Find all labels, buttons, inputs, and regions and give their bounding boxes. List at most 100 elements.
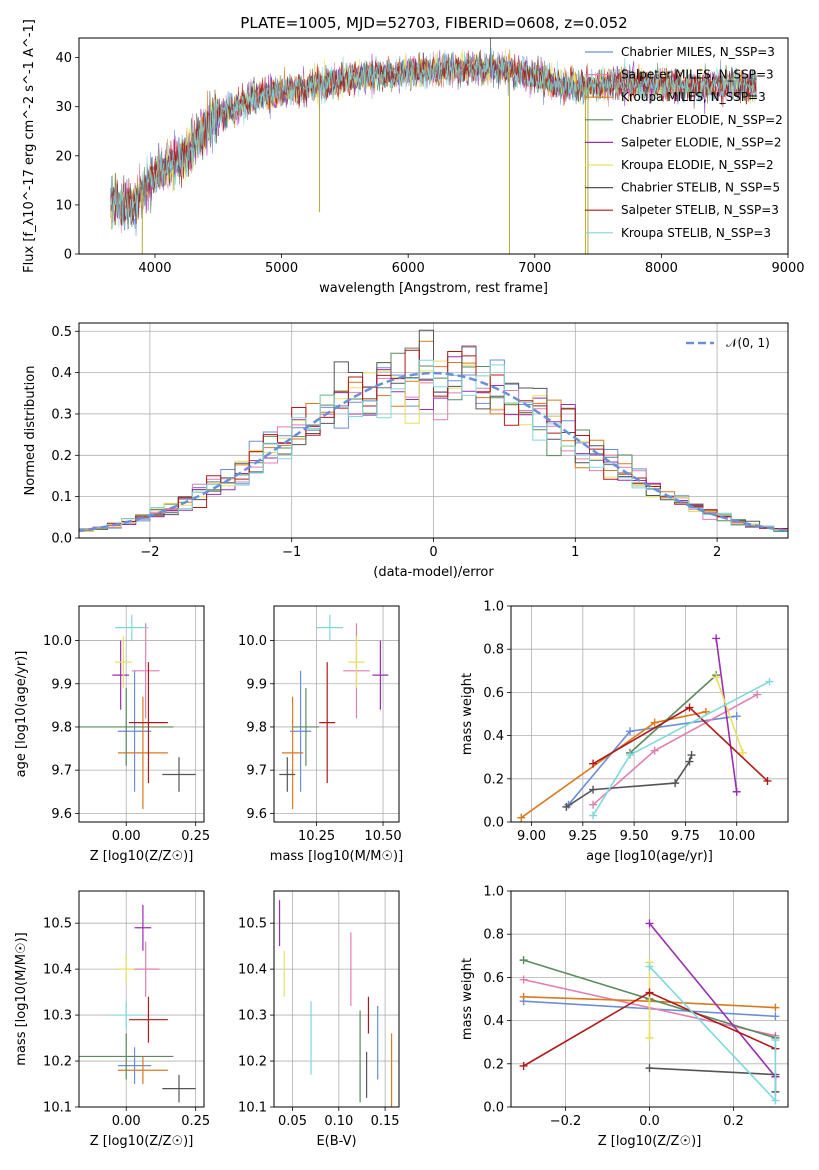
x-axis-label: Z [log10(Z/Z☉)] [598, 1134, 702, 1149]
point-marker-salpeter_elodie [645, 919, 654, 928]
tick-label-x: 1 [571, 545, 579, 560]
legend-label: Salpeter MILES, N_SSP=3 [621, 68, 774, 82]
tick-label-x: 0.15 [371, 1114, 400, 1129]
tick-label-y: 10.3 [238, 1009, 267, 1024]
tick-label-y: 9.9 [246, 677, 267, 692]
tick-label-y: 9.9 [51, 677, 72, 692]
series-line-salpeter_elodie [648, 922, 777, 1078]
tick-label-y: 10.2 [238, 1055, 267, 1070]
point-marker-kroupa_stelib [771, 1036, 780, 1045]
y-axis-label: age [log10(age/yr)] [14, 651, 29, 778]
legend-label: Salpeter STELIB, N_SSP=3 [621, 203, 779, 217]
tick-label-y: 10.0 [43, 634, 72, 649]
point-marker-salpeter_stelib [645, 988, 654, 997]
x-axis-label: Z [log10(Z/Z☉)] [90, 1134, 194, 1149]
point-marker-kroupa_elodie [738, 748, 747, 757]
normal-curve [79, 371, 788, 533]
tick-label-x: 2 [713, 545, 721, 560]
spectrum-line-kroupa_stelib [110, 48, 757, 230]
tick-label-x: 0.00 [112, 829, 141, 844]
tick-label-x: 6000 [392, 261, 425, 276]
tick-label-x: −1 [282, 545, 301, 560]
plot-area [79, 891, 204, 1107]
series-line-kroupa_stelib [648, 966, 777, 1103]
panel-spectrum: 4000 5000 6000 7000 8000 9000 0 10 20 30 40 wavelen… [22, 19, 805, 296]
tick-label-y: 10.5 [43, 917, 72, 932]
axes-frame [78, 605, 205, 823]
axes-frame [273, 605, 400, 823]
tick-label-y: 0 [64, 248, 72, 263]
panel-z_mass: 0.00 0.25 10.1 10.2 10.3 10.4 10.5 Z [log10(Z/Z… [14, 890, 210, 1149]
y-axis-label: mass weight [460, 958, 475, 1040]
legend-label: Chabrier STELIB, N_SSP=5 [621, 181, 780, 195]
point-marker-salpeter_elodie [732, 787, 741, 796]
point-marker-salpeter_stelib [519, 1061, 528, 1070]
point-marker-chabrier_stelib [589, 785, 598, 794]
point-marker-chabrier_miles [771, 1012, 780, 1021]
tick-label-x: −0.2 [550, 1114, 582, 1129]
tick-label-x: 4000 [138, 261, 171, 276]
point-marker-kroupa_miles [771, 1003, 780, 1012]
tick-label-y: 9.7 [51, 764, 72, 779]
point-marker-chabrier_stelib [687, 751, 696, 760]
tick-label-y: 9.8 [246, 720, 267, 735]
legend-label: 𝒩(0, 1) [726, 336, 770, 350]
plot-area [110, 38, 757, 254]
tick-label-y: 20 [55, 149, 72, 164]
legend-label: Kroupa ELODIE, N_SSP=2 [621, 158, 774, 172]
point-marker-kroupa_stelib [765, 677, 774, 686]
tick-label-x: 9.00 [517, 829, 546, 844]
histogram-kroupa_stelib [79, 359, 788, 533]
plot-area [274, 606, 399, 822]
panel-residuals: −2 −1 0 1 2 0.0 0.1 0.2 0.3 0.4 0.5 (data-model)/er… [23, 322, 789, 580]
tick-label-y: 1.0 [483, 600, 504, 615]
y-axis-label: mass [log10(M/M☉)] [14, 932, 29, 1065]
point-marker-chabrier_stelib [685, 757, 694, 766]
plot-area [79, 323, 788, 538]
tick-label-x: 10.50 [364, 829, 401, 844]
point-marker-salpeter_stelib [763, 776, 772, 785]
series-line-salpeter_elodie [715, 638, 738, 792]
legend-label: Kroupa MILES, N_SSP=3 [621, 90, 766, 104]
tick-label-y: 0.4 [51, 366, 72, 381]
point-marker-chabrier_stelib [562, 802, 571, 811]
legend-label: Chabrier MILES, N_SSP=3 [621, 45, 775, 59]
point-marker-chabrier_miles [626, 727, 635, 736]
tick-label-y: 0.1 [51, 490, 72, 505]
panels: 4000 5000 6000 7000 8000 9000010203040wavelen… [14, 19, 805, 1149]
tick-label-x: 10.25 [298, 829, 335, 844]
tick-label-y: 10.1 [238, 1101, 267, 1116]
tick-label-y: 0.0 [483, 1101, 504, 1116]
axes-frame [78, 37, 789, 255]
tick-label-y: 0.0 [51, 532, 72, 547]
panel-z_weight: −0.2 0.0 0.2 0.0 0.2 0.4 0.6 0.8 1.0 Z [log10(Z/Z… [460, 885, 789, 1149]
series-line-kroupa_miles [520, 711, 707, 819]
point-marker-kroupa_stelib [645, 962, 654, 971]
series-line-kroupa_elodie [715, 677, 744, 754]
point-marker-chabrier_miles [732, 712, 741, 721]
point-marker-kroupa_stelib [589, 811, 598, 820]
plot-area [274, 891, 399, 1107]
tick-label-y: 0.2 [483, 772, 504, 787]
tick-label-y: 10 [55, 198, 72, 213]
x-axis-label: age [log10(age/yr)] [586, 849, 713, 864]
figure-title: PLATE=1005, MJD=52703, FIBERID=0608, z=0… [240, 14, 627, 32]
tick-label-x: 9.50 [620, 829, 649, 844]
tick-label-y: 10.1 [43, 1101, 72, 1116]
point-marker-salpeter_miles [753, 690, 762, 699]
point-marker-kroupa_stelib [626, 751, 635, 760]
tick-label-y: 9.8 [51, 720, 72, 735]
point-marker-chabrier_elodie [519, 956, 528, 965]
tick-label-x: 5000 [265, 261, 298, 276]
tick-label-y: 0.2 [483, 1057, 504, 1072]
tick-label-y: 0.3 [51, 407, 72, 422]
tick-label-y: 0.8 [483, 643, 504, 658]
tick-label-x: −2 [140, 545, 159, 560]
tick-label-y: 40 [55, 51, 72, 66]
series-line-chabrier_elodie [629, 674, 717, 754]
point-marker-salpeter_stelib [589, 759, 598, 768]
x-axis-label: E(B-V) [316, 1134, 356, 1149]
tick-label-x: 8000 [645, 261, 678, 276]
tick-label-x: 0.00 [112, 1114, 141, 1129]
point-marker-chabrier_stelib [671, 779, 680, 788]
